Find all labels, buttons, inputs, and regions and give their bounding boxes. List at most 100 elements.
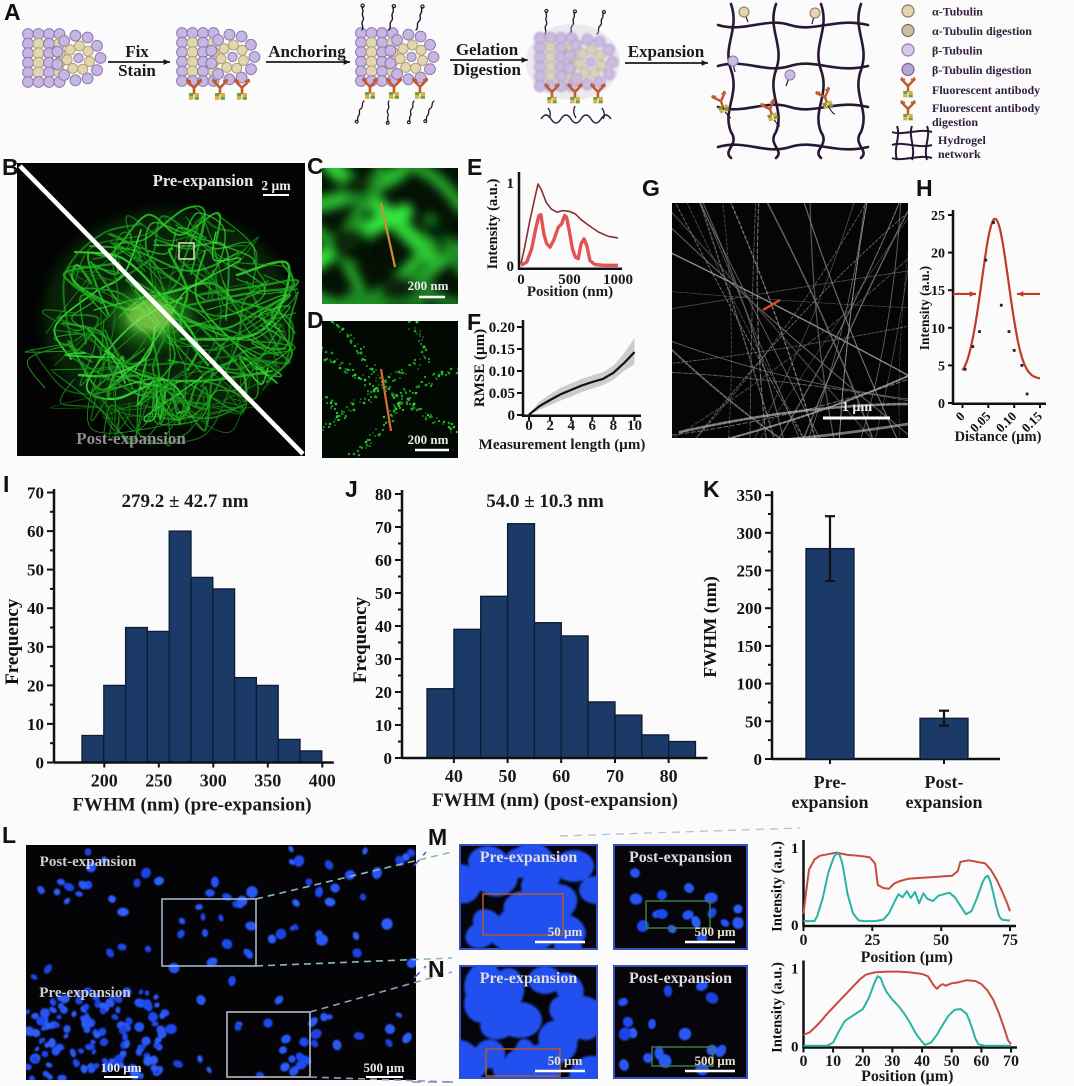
svg-text:Pre-: Pre-	[814, 772, 847, 792]
svg-text:H: H	[916, 175, 933, 201]
svg-text:350: 350	[737, 486, 763, 505]
svg-text:Hydrogel: Hydrogel	[938, 133, 986, 147]
svg-text:80: 80	[660, 766, 678, 786]
svg-text:60: 60	[552, 766, 570, 786]
svg-text:Post-expansion: Post-expansion	[629, 849, 732, 866]
svg-text:Post-: Post-	[925, 772, 964, 792]
svg-text:C: C	[307, 153, 324, 179]
svg-text:E: E	[467, 154, 482, 180]
svg-text:10: 10	[931, 322, 945, 337]
svg-text:Intensity (a.u.): Intensity (a.u.)	[770, 841, 786, 932]
svg-text:0: 0	[938, 397, 945, 412]
svg-text:10: 10	[825, 1053, 841, 1070]
svg-text:100: 100	[737, 675, 763, 694]
svg-text:0: 0	[36, 754, 45, 773]
svg-text:8: 8	[610, 418, 618, 434]
svg-text:Post-expansion: Post-expansion	[40, 854, 137, 870]
svg-text:Frequency: Frequency	[2, 598, 23, 685]
svg-text:200 nm: 200 nm	[408, 432, 449, 447]
svg-text:2: 2	[546, 418, 554, 434]
svg-text:350: 350	[254, 771, 281, 791]
svg-text:50 µm: 50 µm	[548, 1053, 583, 1068]
svg-text:Pre-expansion: Pre-expansion	[153, 171, 254, 190]
svg-text:Fix: Fix	[125, 42, 149, 61]
svg-text:70: 70	[606, 766, 624, 786]
svg-text:Measurement length (µm): Measurement length (µm)	[479, 437, 646, 453]
svg-text:0: 0	[507, 259, 515, 275]
svg-text:1: 1	[791, 962, 799, 978]
svg-text:70: 70	[1003, 1053, 1019, 1070]
svg-text:20: 20	[855, 1053, 871, 1070]
svg-text:279.2 ± 42.7 nm: 279.2 ± 42.7 nm	[121, 491, 248, 512]
svg-text:250: 250	[145, 771, 172, 791]
svg-text:70: 70	[375, 518, 392, 537]
svg-text:40: 40	[445, 766, 463, 786]
svg-text:N: N	[428, 956, 445, 982]
svg-text:10: 10	[375, 716, 392, 735]
svg-text:Position (µm): Position (µm)	[861, 949, 953, 966]
svg-text:Post-expansion: Post-expansion	[629, 970, 732, 987]
svg-text:200: 200	[91, 771, 118, 791]
svg-text:50: 50	[499, 766, 517, 786]
svg-text:200 nm: 200 nm	[408, 278, 449, 293]
svg-text:Intensity (a.u.): Intensity (a.u.)	[770, 962, 786, 1053]
svg-text:RMSE (µm): RMSE (µm)	[472, 329, 488, 407]
svg-text:80: 80	[375, 485, 392, 504]
svg-text:0: 0	[517, 272, 525, 288]
svg-text:0.20: 0.20	[489, 320, 515, 336]
svg-text:0: 0	[525, 418, 533, 434]
svg-text:40: 40	[914, 1053, 930, 1070]
svg-text:0.05: 0.05	[489, 386, 515, 402]
svg-text:400: 400	[309, 771, 336, 791]
svg-text:150: 150	[737, 637, 763, 656]
svg-text:0: 0	[754, 750, 763, 769]
svg-text:0: 0	[508, 408, 516, 424]
svg-text:expansion: expansion	[791, 792, 868, 812]
svg-text:0: 0	[791, 918, 799, 934]
svg-text:100 µm: 100 µm	[100, 1060, 141, 1075]
svg-text:4: 4	[567, 418, 575, 434]
svg-text:500 µm: 500 µm	[363, 1060, 404, 1075]
svg-text:50: 50	[745, 712, 762, 731]
svg-text:FWHM (nm): FWHM (nm)	[700, 576, 721, 677]
svg-text:1: 1	[507, 176, 515, 192]
svg-text:0: 0	[800, 1053, 808, 1070]
svg-text:Pre-expansion: Pre-expansion	[39, 985, 131, 1001]
svg-text:300: 300	[200, 771, 227, 791]
svg-text:30: 30	[27, 638, 44, 657]
svg-text:Fluorescent antibody: Fluorescent antibody	[932, 83, 1040, 97]
svg-text:K: K	[703, 476, 720, 502]
svg-text:20: 20	[931, 247, 945, 262]
svg-text:M: M	[428, 824, 447, 850]
svg-text:200: 200	[737, 599, 763, 618]
svg-text:Position (µm): Position (µm)	[861, 1068, 953, 1085]
svg-text:0: 0	[791, 1040, 799, 1056]
svg-text:25: 25	[931, 209, 945, 224]
svg-text:FWHM (nm) (post-expansion): FWHM (nm) (post-expansion)	[432, 790, 678, 811]
svg-text:FWHM (nm) (pre-expansion): FWHM (nm) (pre-expansion)	[72, 795, 311, 816]
svg-text:β-Tubulin: β-Tubulin	[932, 44, 983, 58]
svg-text:Gelation: Gelation	[456, 40, 519, 59]
svg-text:G: G	[642, 175, 660, 201]
svg-text:54.0 ± 10.3 nm: 54.0 ± 10.3 nm	[486, 491, 604, 512]
svg-text:α-Tubulin digestion: α-Tubulin digestion	[932, 24, 1032, 38]
svg-text:0.15: 0.15	[489, 342, 515, 358]
svg-text:Pre-expansion: Pre-expansion	[480, 970, 578, 987]
svg-text:30: 30	[884, 1053, 900, 1070]
svg-text:network: network	[938, 147, 981, 161]
svg-text:250: 250	[737, 562, 763, 581]
svg-text:300: 300	[737, 524, 763, 543]
svg-text:500: 500	[558, 272, 581, 288]
svg-text:Intensity (a.u.): Intensity (a.u.)	[917, 266, 932, 350]
svg-text:Distance (µm): Distance (µm)	[955, 429, 1042, 445]
svg-text:Pre-expansion: Pre-expansion	[480, 849, 578, 866]
svg-text:Post-expansion: Post-expansion	[76, 429, 186, 448]
svg-text:F: F	[467, 309, 481, 335]
svg-text:50: 50	[375, 584, 392, 603]
svg-text:1000: 1000	[603, 272, 633, 288]
svg-text:1: 1	[791, 841, 799, 857]
svg-text:Fluorescent antibody: Fluorescent antibody	[932, 101, 1040, 115]
svg-text:50: 50	[933, 932, 949, 949]
svg-text:6: 6	[589, 418, 597, 434]
svg-text:1 µm: 1 µm	[842, 400, 873, 415]
